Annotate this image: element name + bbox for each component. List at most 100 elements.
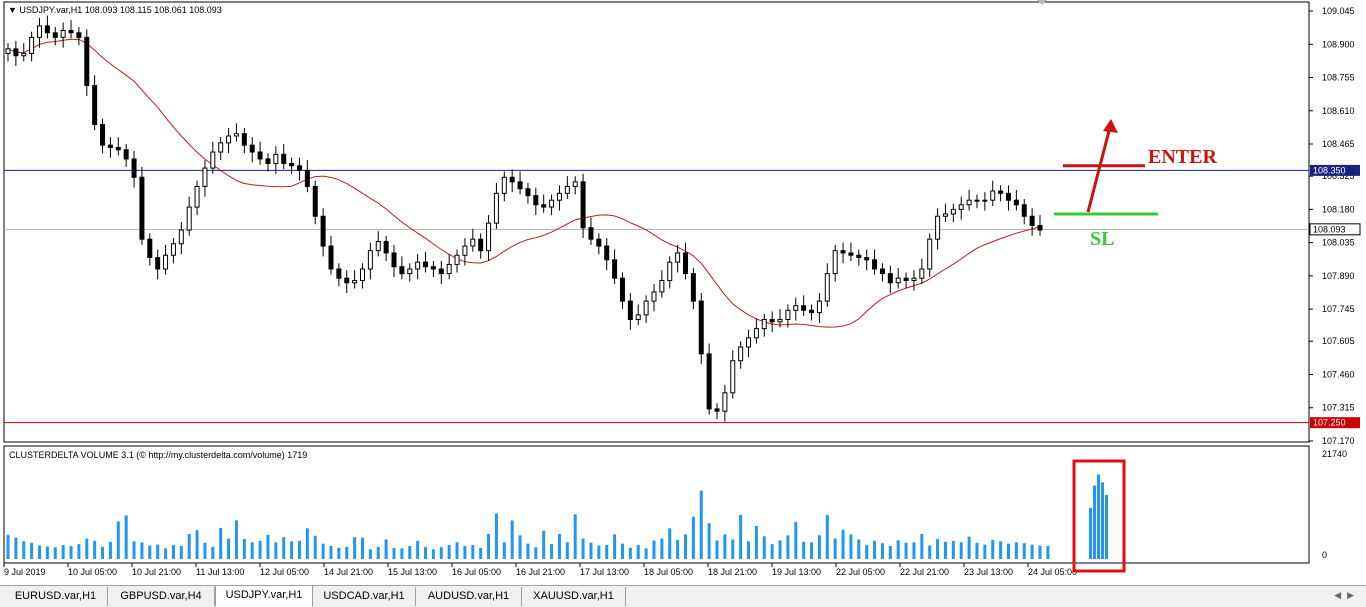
volume-bar <box>266 534 270 559</box>
price-tick-label: 107.460 <box>1322 369 1355 379</box>
volume-bar <box>865 545 869 559</box>
time-tick-label: 17 Jul 13:00 <box>580 567 629 577</box>
candle-body <box>312 185 318 217</box>
volume-bar <box>644 548 648 559</box>
time-tick-label: 19 Jul 13:00 <box>772 567 821 577</box>
candle-body <box>1021 204 1027 217</box>
volume-bar <box>361 537 365 559</box>
volume-bar <box>124 515 128 559</box>
candle-body <box>746 337 752 348</box>
time-axis[interactable]: 9 Jul 2019 10 Jul 05:00 10 Jul 21:00 11 Jul… <box>3 563 1077 577</box>
candle-body <box>848 252 854 256</box>
volume-bar <box>943 541 947 559</box>
indicator-pane[interactable] <box>3 445 1310 564</box>
price-tick-label: 108.035 <box>1322 238 1355 248</box>
highlight-volume-bar <box>1093 485 1096 559</box>
candle-body <box>344 277 350 284</box>
volume-bar <box>479 547 483 559</box>
volume-bar <box>487 533 491 559</box>
time-tick-label: 10 Jul 05:00 <box>68 567 117 577</box>
candle-body <box>974 199 980 202</box>
candle-body <box>1037 224 1043 231</box>
volume-bar <box>620 543 624 559</box>
volume-bar <box>376 546 380 559</box>
time-tick-label: 22 Jul 05:00 <box>836 567 885 577</box>
candle-body <box>155 257 161 270</box>
candle-body <box>391 252 397 268</box>
volume-bar <box>810 542 814 559</box>
volume-bar <box>959 542 963 559</box>
volume-bar <box>85 538 89 559</box>
volume-bar <box>794 521 798 559</box>
candle-body <box>5 48 11 54</box>
price-axis[interactable]: 109.045 108.900 108.755 108.610 108.465 108.3… <box>1309 6 1355 446</box>
volume-bar <box>337 547 341 559</box>
tab-scroll-arrows-icon[interactable]: ◀▶ <box>1334 590 1360 600</box>
volume-bar <box>408 545 412 559</box>
volume-bar <box>195 530 199 559</box>
candle-body <box>619 277 625 302</box>
tab-xauusd[interactable]: XAUUSD.var,H1 <box>522 587 626 606</box>
volume-bar <box>967 536 971 559</box>
candle-body <box>769 318 775 323</box>
volume-bar <box>53 547 57 559</box>
candle-body <box>233 133 239 137</box>
tab-usdjpy[interactable]: USDJPY.var,H1 <box>215 586 313 607</box>
volume-bar <box>888 545 892 559</box>
candle-body <box>879 268 885 275</box>
volume-bar <box>841 529 845 559</box>
tab-gbpusd[interactable]: GBPUSD.var,H4 <box>108 587 215 606</box>
candle-body <box>304 169 310 187</box>
candle-body <box>29 36 35 54</box>
price-pane[interactable] <box>3 1 1310 443</box>
volume-bar <box>912 542 916 559</box>
volume-bar <box>140 542 144 559</box>
enter-arrow <box>1086 126 1112 213</box>
tab-usdcad[interactable]: USDCAD.var,H1 <box>313 587 416 606</box>
volume-bar <box>1046 545 1050 559</box>
chart-symbol-title: USDJPY.var,H1 <box>19 5 82 15</box>
volume-bar <box>825 514 829 559</box>
volume-bar <box>108 541 112 559</box>
volume-bar <box>392 547 396 559</box>
volume-bar <box>274 542 278 559</box>
sl-annotation[interactable]: SL <box>1054 212 1158 250</box>
candle-body <box>375 240 381 252</box>
tab-audusd[interactable]: AUDUSD.var,H1 <box>416 587 522 606</box>
shift-marker-icon[interactable] <box>1037 0 1047 5</box>
moving-average-line[interactable] <box>7 38 1041 328</box>
volume-bar <box>880 543 884 559</box>
candle-body <box>13 48 19 57</box>
candle-body <box>509 176 515 183</box>
volume-highlight-box[interactable] <box>1072 459 1126 573</box>
volume-bar <box>936 539 940 559</box>
volume-bar <box>636 545 640 559</box>
volume-bar <box>368 549 372 559</box>
time-tick-label: 16 Jul 05:00 <box>452 567 501 577</box>
volume-bar <box>305 528 309 559</box>
tab-eurusd[interactable]: EURUSD.var,H1 <box>4 587 108 606</box>
volume-bar <box>447 545 451 559</box>
volume-axis-top: 21740 <box>1322 449 1347 459</box>
candle-body <box>1029 215 1035 226</box>
candle-body <box>690 273 696 302</box>
candle-body <box>194 185 200 208</box>
candle-body <box>265 158 271 165</box>
volume-bar <box>156 544 160 559</box>
sl-label: SL <box>1090 228 1114 250</box>
candle-body <box>856 254 862 259</box>
candle-body <box>249 144 255 153</box>
volume-bar <box>920 533 924 559</box>
candle-body <box>682 252 688 275</box>
candle-body <box>210 151 216 169</box>
candle-body <box>903 277 909 281</box>
volume-bar <box>502 542 506 559</box>
enter-annotation[interactable]: ENTER <box>1063 119 1217 213</box>
volume-bar <box>6 534 10 559</box>
candle-body <box>651 291 657 302</box>
candle-body <box>698 300 704 355</box>
volume-bar <box>999 541 1003 559</box>
candle-body <box>430 266 436 270</box>
svg-text:108.093: 108.093 <box>1313 224 1346 234</box>
